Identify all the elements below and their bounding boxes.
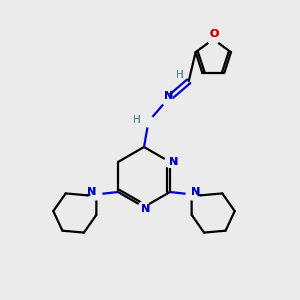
Circle shape xyxy=(143,116,154,127)
Circle shape xyxy=(165,157,176,167)
Text: N: N xyxy=(141,204,150,214)
Text: N: N xyxy=(169,157,178,167)
Text: N: N xyxy=(87,187,97,197)
Text: H: H xyxy=(176,70,184,80)
Circle shape xyxy=(139,202,149,212)
Circle shape xyxy=(162,94,172,105)
Text: N: N xyxy=(87,187,97,197)
Text: N: N xyxy=(169,157,178,167)
Text: N: N xyxy=(191,187,201,197)
Text: H: H xyxy=(176,70,184,80)
Text: N: N xyxy=(164,91,173,101)
Circle shape xyxy=(186,189,197,200)
Text: N: N xyxy=(141,204,150,214)
Text: O: O xyxy=(209,29,219,39)
Circle shape xyxy=(208,34,219,45)
Text: N: N xyxy=(164,91,173,101)
Text: H: H xyxy=(133,115,141,125)
Text: H: H xyxy=(133,115,141,125)
Text: O: O xyxy=(209,29,219,39)
Text: N: N xyxy=(191,187,201,197)
Circle shape xyxy=(91,189,102,200)
